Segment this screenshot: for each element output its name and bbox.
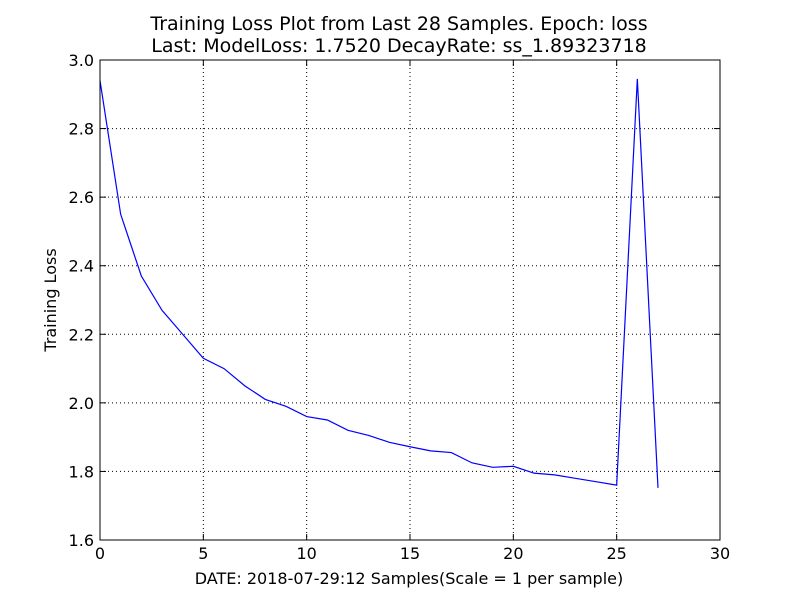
y-tick-label: 2.6	[69, 188, 94, 207]
tick-labels-layer: 0 5 10 15 20 25 30 1.6 1.8 2.0 2.2 2.4 2.6 2.8 3.0	[69, 51, 731, 563]
y-tick-label: 1.8	[69, 462, 94, 481]
x-tick-label: 30	[710, 544, 730, 563]
x-tick-label: 20	[503, 544, 523, 563]
x-tick-label: 25	[606, 544, 626, 563]
y-tick-label: 2.2	[69, 325, 94, 344]
chart-title-line1: Training Loss Plot from Last 28 Samples.…	[149, 13, 647, 35]
loss-series-line	[99, 78, 659, 488]
y-tick-label: 2.0	[69, 394, 94, 413]
chart-title-line2: Last: ModelLoss: 1.7520 DecayRate: ss_1.…	[151, 35, 647, 57]
y-tick-label: 2.4	[69, 257, 94, 276]
y-axis-label: Training Loss	[41, 248, 60, 352]
y-tick-label: 1.6	[69, 531, 94, 550]
grid-layer	[100, 60, 720, 540]
x-tick-label: 5	[198, 544, 208, 563]
x-tick-label: 10	[296, 544, 316, 563]
y-tick-label: 3.0	[69, 51, 94, 70]
x-tick-label: 15	[400, 544, 420, 563]
x-axis-label: DATE: 2018-07-29:12 Samples(Scale = 1 pe…	[195, 569, 623, 588]
series-layer	[99, 78, 659, 488]
y-tick-label: 2.8	[69, 120, 94, 139]
x-tick-label: 0	[95, 544, 105, 563]
ticks-layer	[99, 59, 721, 541]
